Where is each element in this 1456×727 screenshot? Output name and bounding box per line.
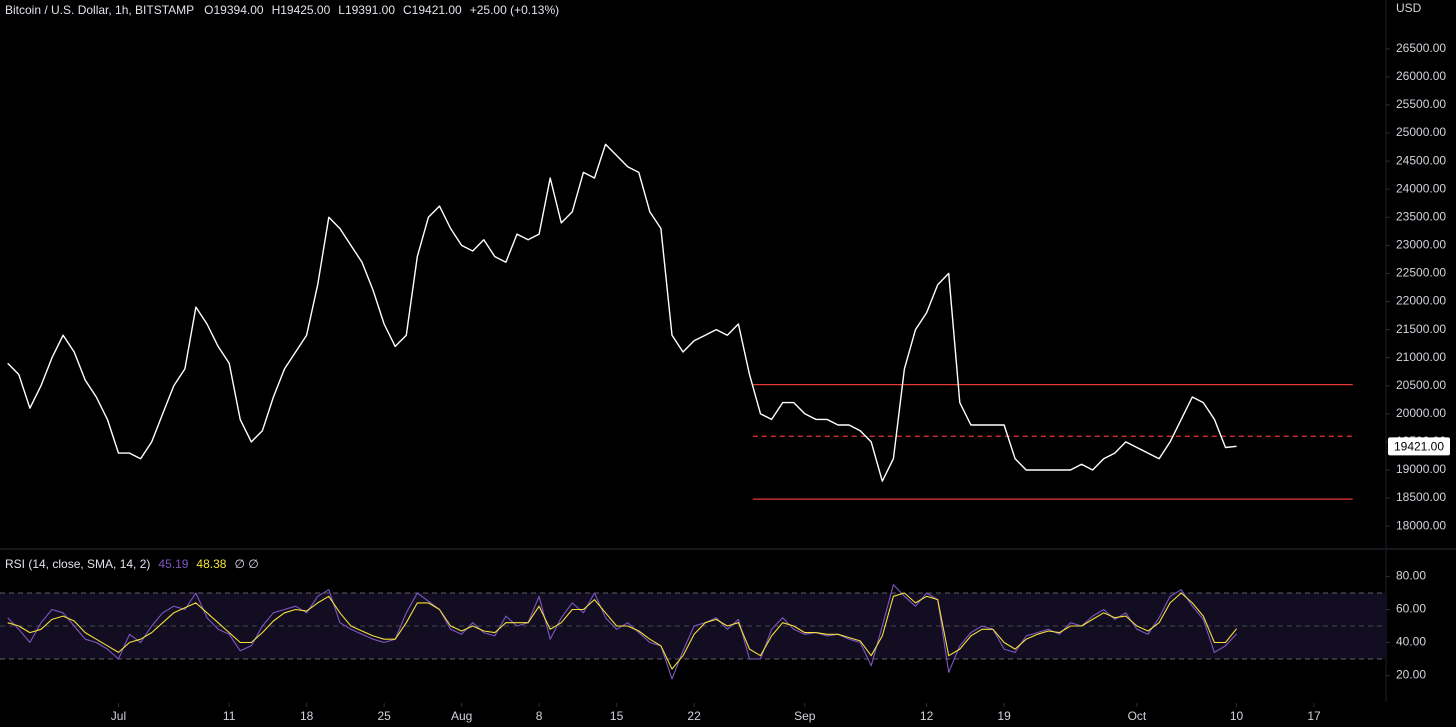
- last-price-label: 19421.00: [1394, 439, 1444, 453]
- ohlc-value: O19394.00: [204, 3, 264, 17]
- y-tick-label: 19000.00: [1396, 462, 1446, 476]
- x-tick-label: Aug: [451, 709, 472, 723]
- x-tick-label: 10: [1230, 709, 1244, 723]
- rsi-name: RSI (14, close, SMA, 14, 2): [5, 557, 150, 571]
- y-tick-label: 40.00: [1396, 635, 1426, 649]
- x-tick-label: 12: [920, 709, 934, 723]
- y-tick-label: 21000.00: [1396, 350, 1446, 364]
- y-tick-label: 22500.00: [1396, 266, 1446, 280]
- ohlc-value: L19391.00: [338, 3, 395, 17]
- y-tick-label: 24000.00: [1396, 181, 1446, 195]
- x-tick-label: Oct: [1128, 709, 1147, 723]
- x-tick-label: 19: [997, 709, 1011, 723]
- y-tick-label: 26500.00: [1396, 41, 1446, 55]
- x-tick-label: 18: [300, 709, 314, 723]
- y-tick-label: 21500.00: [1396, 322, 1446, 336]
- y-tick-label: 26000.00: [1396, 69, 1446, 83]
- x-tick-label: 15: [610, 709, 624, 723]
- ohlc-value: +25.00 (+0.13%): [470, 3, 559, 17]
- legend-value: 48.38: [196, 557, 226, 571]
- y-tick-label: 24500.00: [1396, 153, 1446, 167]
- y-tick-label: 25500.00: [1396, 97, 1446, 111]
- y-tick-label: 23500.00: [1396, 209, 1446, 223]
- rsi-title: RSI (14, close, SMA, 14, 2) 45.19 48.38 ∅ ∅: [5, 557, 259, 571]
- x-tick-label: Sep: [794, 709, 816, 723]
- series-line: [7, 143, 1237, 482]
- x-tick-label: 22: [687, 709, 701, 723]
- x-tick-label: 8: [536, 709, 543, 723]
- y-tick-label: 60.00: [1396, 602, 1426, 616]
- y-tick-label: 18500.00: [1396, 490, 1446, 504]
- y-tick-label: 80.00: [1396, 569, 1426, 583]
- y-axis-unit: USD: [1396, 1, 1422, 15]
- legend-value: 45.19: [158, 557, 188, 571]
- legend-extra: ∅ ∅: [234, 557, 258, 571]
- chart-title: Bitcoin / U.S. Dollar, 1h, BITSTAMP O1939…: [5, 3, 559, 17]
- last-price-box: [1388, 437, 1450, 456]
- y-tick-label: 25000.00: [1396, 125, 1446, 139]
- y-tick-label: 20500.00: [1396, 378, 1446, 392]
- title-text: Bitcoin / U.S. Dollar, 1h, BITSTAMP: [5, 3, 194, 17]
- y-tick-label: 20.00: [1396, 668, 1426, 682]
- x-tick-label: 11: [223, 709, 236, 723]
- y-tick-label: 18000.00: [1396, 518, 1446, 532]
- ohlc-value: C19421.00: [403, 3, 462, 17]
- x-tick-label: Jul: [111, 709, 126, 723]
- y-tick-label: 23000.00: [1396, 238, 1446, 252]
- y-tick-label: 22000.00: [1396, 294, 1446, 308]
- ohlc-value: H19425.00: [272, 3, 331, 17]
- series-line: [7, 592, 1238, 670]
- y-tick-label: 20000.00: [1396, 406, 1446, 420]
- x-tick-label: 17: [1307, 709, 1321, 723]
- x-tick-label: 25: [377, 709, 391, 723]
